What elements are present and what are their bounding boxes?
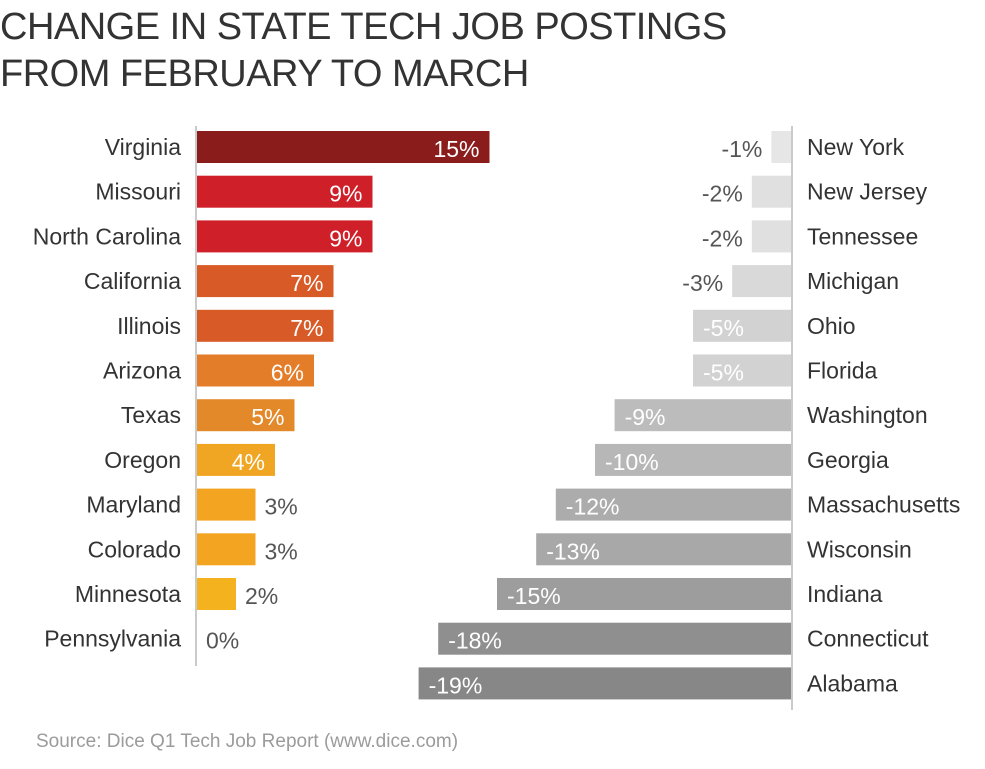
state-label: Connecticut xyxy=(807,626,929,652)
bar-value-label: -13% xyxy=(546,538,600,564)
bar-value-label: -19% xyxy=(429,672,483,698)
bar xyxy=(197,443,275,476)
bar xyxy=(197,309,334,342)
chart-title-line-2: FROM FEBRUARY TO MARCH xyxy=(0,53,529,95)
bar xyxy=(751,175,791,208)
bar xyxy=(197,265,334,298)
bar xyxy=(197,220,373,253)
state-label: Tennessee xyxy=(807,223,918,249)
state-label: Michigan xyxy=(807,268,899,294)
bar xyxy=(536,533,791,566)
bar-value-label: -3% xyxy=(682,270,723,296)
source-note: Source: Dice Q1 Tech Job Report (www.dic… xyxy=(36,731,459,752)
state-label: Arizona xyxy=(103,358,181,384)
bar xyxy=(771,131,791,163)
bar xyxy=(595,443,791,476)
bar-value-label: 4% xyxy=(232,449,265,475)
bar-value-label: 7% xyxy=(290,270,323,296)
state-label: Maryland xyxy=(86,492,181,518)
bar-value-label: -12% xyxy=(566,494,620,520)
bar-value-label: -2% xyxy=(702,225,743,251)
state-label: Minnesota xyxy=(75,581,181,607)
bar xyxy=(197,131,490,163)
state-label: New Jersey xyxy=(807,179,928,205)
state-label: Pennsylvania xyxy=(44,626,181,652)
bar-value-label: -5% xyxy=(703,360,744,386)
bar-value-label: 2% xyxy=(245,583,278,609)
bar xyxy=(197,488,256,521)
bar-value-label: 6% xyxy=(271,360,304,386)
bar xyxy=(197,533,256,566)
bar-value-label: 15% xyxy=(433,136,479,162)
bar xyxy=(693,354,791,387)
state-label: Indiana xyxy=(807,581,883,607)
state-label: Illinois xyxy=(117,313,181,339)
state-label: Oregon xyxy=(104,447,181,473)
bar-value-label: -10% xyxy=(605,449,659,475)
chart-title-line-1: CHANGE IN STATE TECH JOB POSTINGS xyxy=(0,6,727,48)
bar xyxy=(197,399,295,432)
bar-value-label: 9% xyxy=(329,181,362,207)
bar xyxy=(614,399,791,432)
bar-value-label: 3% xyxy=(265,494,298,520)
state-label: Alabama xyxy=(807,670,898,696)
state-label: Washington xyxy=(807,402,928,428)
state-label: Florida xyxy=(807,358,878,384)
bar xyxy=(197,578,236,610)
state-label: California xyxy=(84,268,181,294)
state-label: Ohio xyxy=(807,313,856,339)
state-label: Texas xyxy=(121,402,181,428)
bar-value-label: -9% xyxy=(625,404,666,430)
bar-value-label: -18% xyxy=(448,628,502,654)
bar-value-label: -2% xyxy=(702,181,743,207)
state-label: Wisconsin xyxy=(807,536,912,562)
bar xyxy=(693,309,791,342)
bar-value-label: -15% xyxy=(507,583,561,609)
state-label: North Carolina xyxy=(33,223,181,249)
state-label: Georgia xyxy=(807,447,889,473)
state-label: Virginia xyxy=(105,134,181,160)
bar-value-label: 7% xyxy=(290,315,323,341)
bar-value-label: 9% xyxy=(329,225,362,251)
bar xyxy=(555,488,791,521)
bar xyxy=(732,265,791,298)
bar xyxy=(751,220,791,253)
bar-value-label: 0% xyxy=(206,628,239,654)
bar xyxy=(438,622,791,655)
state-label: New York xyxy=(807,134,905,160)
bar-value-label: 5% xyxy=(251,404,284,430)
bar-value-label: -5% xyxy=(703,315,744,341)
bar xyxy=(197,175,373,208)
bar-value-label: -1% xyxy=(721,136,762,162)
state-label: Missouri xyxy=(95,179,181,205)
bar xyxy=(497,578,791,610)
bar xyxy=(418,667,791,700)
bar xyxy=(197,354,314,387)
state-label: Colorado xyxy=(88,536,181,562)
state-label: Massachusetts xyxy=(807,492,960,518)
bar-value-label: 3% xyxy=(265,538,298,564)
chart-title: CHANGE IN STATE TECH JOB POSTINGS FROM F… xyxy=(0,4,727,98)
